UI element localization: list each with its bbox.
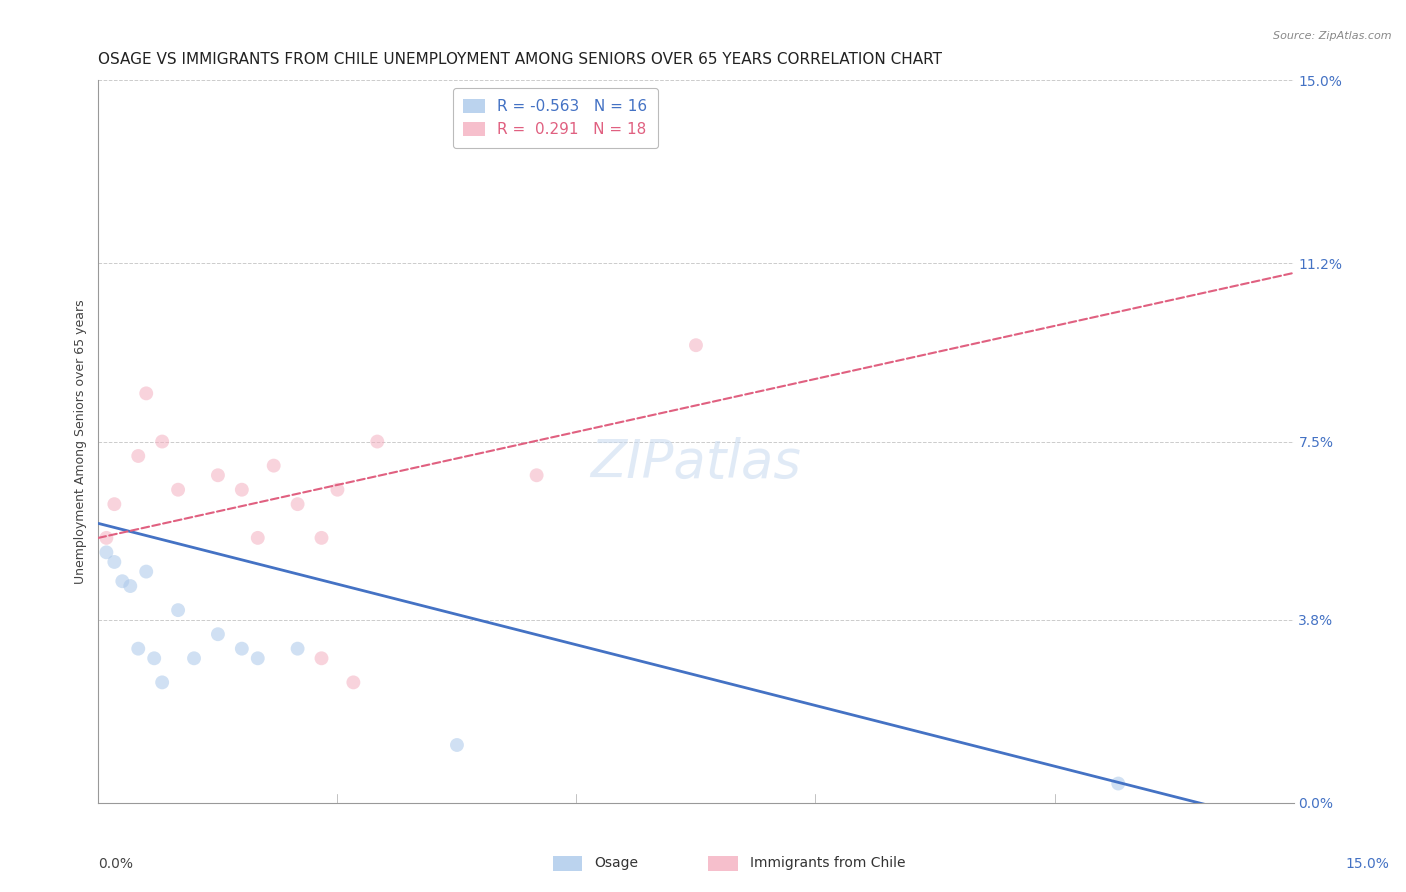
Point [311, 531, 333, 545]
Point [96, 531, 118, 545]
Point [96, 545, 118, 559]
Point [231, 641, 253, 656]
Point [231, 483, 253, 497]
Point [326, 483, 349, 497]
Point [143, 651, 166, 665]
Point [103, 555, 125, 569]
Point [287, 497, 309, 511]
Point [526, 468, 548, 483]
Point [111, 574, 134, 589]
Point [246, 531, 269, 545]
Point [135, 565, 157, 579]
Point [342, 675, 364, 690]
Bar [709, 855, 738, 871]
Text: 0.0%: 0.0% [98, 857, 134, 871]
Text: Immigrants from Chile: Immigrants from Chile [749, 856, 905, 871]
Point [120, 579, 142, 593]
Text: 15.0%: 15.0% [1346, 857, 1389, 871]
Point [127, 449, 149, 463]
Point [207, 468, 229, 483]
Text: ZIPatlas: ZIPatlas [591, 437, 801, 489]
Text: Osage: Osage [595, 856, 638, 871]
Point [150, 434, 173, 449]
Text: Source: ZipAtlas.com: Source: ZipAtlas.com [1274, 31, 1392, 41]
Point [446, 738, 468, 752]
Point [127, 641, 149, 656]
Point [366, 434, 388, 449]
Point [311, 651, 333, 665]
Point [150, 675, 173, 690]
Point [167, 483, 190, 497]
Point [1107, 776, 1129, 790]
Point [103, 497, 125, 511]
Point [167, 603, 190, 617]
Text: OSAGE VS IMMIGRANTS FROM CHILE UNEMPLOYMENT AMONG SENIORS OVER 65 YEARS CORRELAT: OSAGE VS IMMIGRANTS FROM CHILE UNEMPLOYM… [98, 52, 942, 67]
Point [287, 641, 309, 656]
Y-axis label: Unemployment Among Seniors over 65 years: Unemployment Among Seniors over 65 years [75, 299, 87, 584]
Point [246, 651, 269, 665]
Point [263, 458, 285, 473]
Bar [553, 855, 582, 871]
Point [207, 627, 229, 641]
Point [183, 651, 205, 665]
Legend: R = -0.563   N = 16, R =  0.291   N = 18: R = -0.563 N = 16, R = 0.291 N = 18 [453, 88, 658, 148]
Point [135, 386, 157, 401]
Point [685, 338, 707, 352]
